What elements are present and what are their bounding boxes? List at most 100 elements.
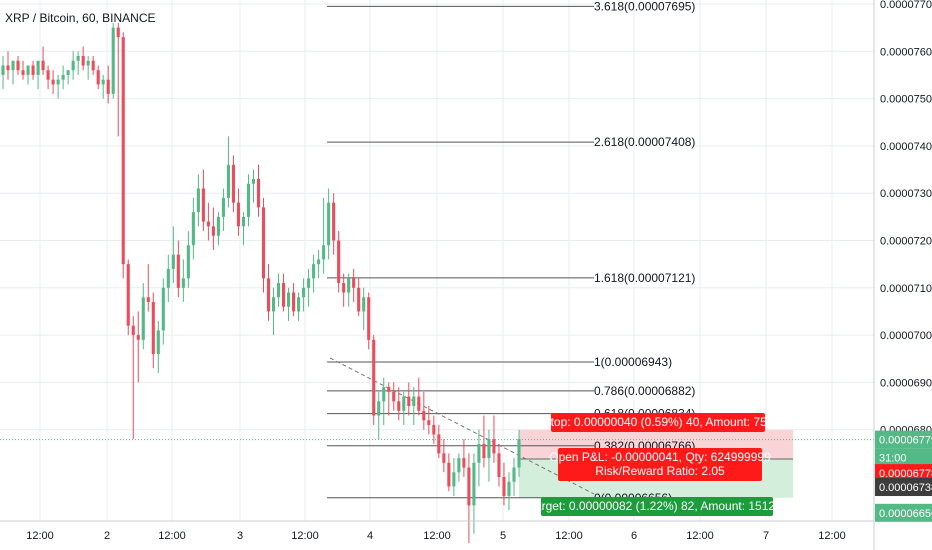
candle-body bbox=[141, 297, 145, 340]
candle-body bbox=[221, 197, 225, 217]
candle-body bbox=[281, 283, 286, 307]
candle-body bbox=[417, 396, 421, 411]
candle-body bbox=[116, 27, 120, 38]
fib-level-label: 2.618(0.00007408) bbox=[594, 135, 695, 149]
candle-body bbox=[297, 297, 301, 312]
candle-body bbox=[231, 164, 235, 203]
candle-body bbox=[76, 56, 80, 61]
time-axis[interactable]: 12:00 2 12:00 3 12:00 4 12:00 5 12:00 6 12:00 7 12:0… bbox=[26, 530, 846, 542]
time-tick-label: 4 bbox=[367, 530, 373, 542]
candle-body bbox=[11, 60, 15, 71]
candle-body bbox=[236, 202, 241, 227]
countdown-tag-bg bbox=[875, 448, 932, 467]
stop-label-bg bbox=[551, 413, 765, 432]
candle-body bbox=[342, 283, 346, 293]
candle-body bbox=[226, 164, 230, 198]
candle-body bbox=[106, 79, 110, 94]
candle-body bbox=[181, 278, 185, 288]
candle-body bbox=[56, 79, 60, 85]
candle-body bbox=[507, 481, 511, 496]
candle-body bbox=[442, 453, 446, 463]
candle-body bbox=[256, 179, 261, 208]
candle-body bbox=[111, 27, 115, 94]
candle-body bbox=[51, 79, 55, 85]
candle-body bbox=[357, 287, 361, 312]
candle-body bbox=[81, 56, 85, 66]
candle-body bbox=[397, 401, 401, 411]
candle-body bbox=[251, 179, 256, 184]
candle-body bbox=[447, 462, 451, 487]
pnl-label: Risk/Reward Ratio: 2.05 bbox=[595, 464, 725, 478]
candle-body bbox=[266, 278, 271, 312]
candle-body bbox=[276, 283, 281, 298]
time-tick-label: 12:00 bbox=[26, 530, 54, 542]
time-tick-label: 12:00 bbox=[555, 530, 583, 542]
candle-body bbox=[487, 439, 491, 459]
candle-body bbox=[452, 472, 456, 487]
candle-body bbox=[101, 79, 105, 85]
time-tick-label: 2 bbox=[104, 530, 110, 542]
candle-body bbox=[121, 37, 125, 265]
candle-body bbox=[492, 439, 496, 454]
candle-body bbox=[171, 254, 175, 269]
candle-body bbox=[261, 207, 266, 279]
pnl-label-bg bbox=[558, 448, 762, 481]
target-price-tag: 0.00006656 bbox=[879, 508, 932, 520]
candle-body bbox=[287, 292, 291, 307]
candle-body bbox=[347, 278, 351, 293]
pnl-label: Open P&L: -0.00000041, Qty: 624999999 bbox=[549, 450, 771, 464]
candle-body bbox=[352, 278, 356, 288]
last-price-tag-bg bbox=[875, 430, 932, 449]
candle-body bbox=[46, 70, 50, 80]
candle-body bbox=[322, 245, 326, 260]
stop-price-tag-bg bbox=[875, 464, 932, 483]
candle-body bbox=[292, 292, 296, 312]
candle-body bbox=[457, 458, 461, 473]
time-tick-label: 12:00 bbox=[158, 530, 186, 542]
candle-body bbox=[196, 188, 200, 213]
time-tick-label: 12:00 bbox=[423, 530, 451, 542]
symbol-title: XRP / Bitcoin, 60, BINANCE bbox=[5, 11, 156, 25]
time-tick-label: 6 bbox=[631, 530, 637, 542]
candle-body bbox=[502, 477, 506, 496]
candle-body bbox=[392, 391, 396, 402]
candle-body bbox=[332, 202, 336, 241]
candle-body bbox=[6, 65, 10, 71]
price-tick-label: 0.00006900 bbox=[880, 377, 932, 389]
time-tick-label: 12:00 bbox=[291, 530, 319, 542]
candle-body bbox=[91, 60, 95, 71]
candle-body bbox=[387, 387, 391, 392]
candle-body bbox=[156, 330, 160, 355]
candle-body bbox=[36, 60, 40, 75]
candle-body bbox=[312, 264, 316, 279]
fib-level-label: 1.618(0.00007121) bbox=[594, 271, 695, 285]
candle-body bbox=[517, 439, 521, 468]
countdown-tag: 31:00 bbox=[879, 453, 907, 465]
candle-body bbox=[271, 297, 276, 312]
candle-body bbox=[166, 268, 170, 288]
fib-level-label: 1(0.00006943) bbox=[594, 355, 672, 369]
candle-body bbox=[327, 202, 331, 246]
candle-body bbox=[432, 424, 436, 435]
candle-body bbox=[241, 216, 246, 227]
candle-body bbox=[377, 401, 381, 416]
candle-body bbox=[467, 467, 471, 506]
candle-body bbox=[16, 60, 20, 71]
candle-body bbox=[246, 183, 251, 217]
entry-price-tag-bg bbox=[875, 478, 932, 497]
candle-body bbox=[31, 65, 35, 75]
fib-level-label: 3.618(0.00007695) bbox=[594, 0, 695, 13]
candle-body bbox=[427, 420, 431, 425]
candle-body bbox=[437, 434, 441, 454]
stop-label: Stop: 0.00000040 (0.59%) 40, Amount: 750 bbox=[543, 415, 774, 429]
candle-body bbox=[186, 245, 190, 279]
candle-body bbox=[477, 443, 481, 463]
candle-body bbox=[407, 396, 411, 407]
